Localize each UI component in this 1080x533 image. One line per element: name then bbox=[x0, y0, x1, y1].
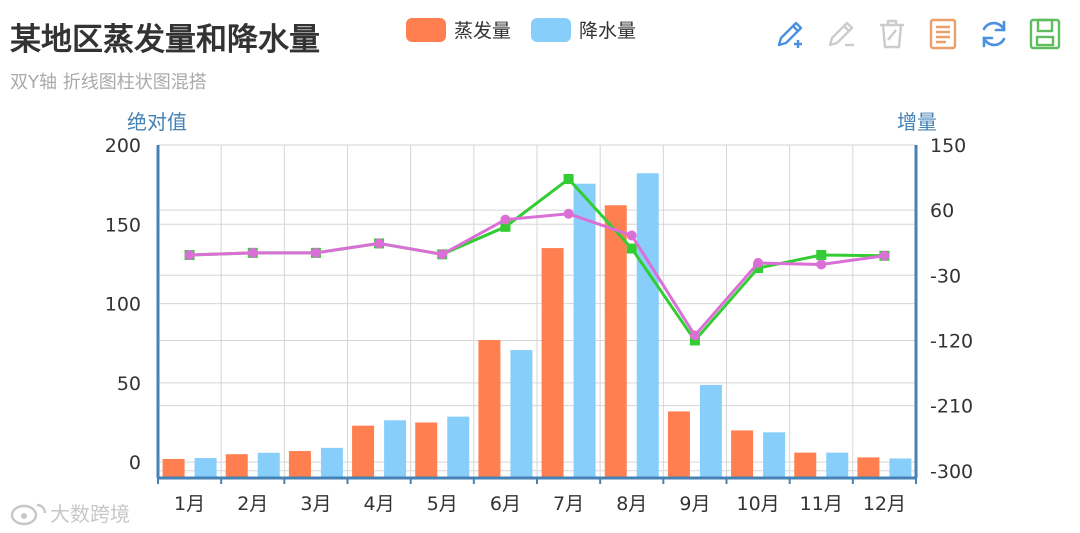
line-point-circle bbox=[689, 330, 700, 341]
line-point-circle bbox=[184, 250, 195, 261]
line-point-circle bbox=[310, 247, 321, 258]
watermark-text: 大数跨境 bbox=[50, 502, 130, 526]
line-point-circle bbox=[626, 230, 637, 241]
bar-precipitation bbox=[194, 458, 217, 478]
legend-label: 蒸发量 bbox=[454, 20, 512, 42]
line-point-square bbox=[689, 335, 700, 346]
line-point-circle bbox=[437, 249, 448, 260]
bar-evaporation bbox=[225, 454, 248, 478]
y-right-tick-label: -30 bbox=[930, 265, 961, 287]
line-point-square bbox=[816, 250, 827, 261]
legend: 蒸发量 降水量 bbox=[406, 16, 656, 43]
line-point-circle bbox=[500, 214, 511, 225]
x-tick-label: 5月 bbox=[427, 493, 458, 515]
bar-evaporation bbox=[857, 457, 880, 478]
x-tick-label: 12月 bbox=[863, 493, 906, 515]
x-tick-label: 6月 bbox=[490, 493, 521, 515]
x-tick-label: 2月 bbox=[237, 493, 268, 515]
line-point-circle bbox=[374, 238, 385, 249]
pencil-plus-icon[interactable] bbox=[770, 14, 810, 54]
legend-item-evaporation[interactable]: 蒸发量 bbox=[406, 16, 511, 43]
bar-precipitation bbox=[636, 173, 659, 478]
watermark: 大数跨境 bbox=[10, 498, 130, 527]
bar-precipitation bbox=[447, 416, 470, 478]
legend-label: 降水量 bbox=[579, 20, 637, 42]
bar-precipitation bbox=[699, 384, 722, 478]
x-tick-label: 8月 bbox=[616, 493, 647, 515]
y-right-tick-label: 60 bbox=[930, 200, 954, 222]
bar-evaporation bbox=[794, 452, 817, 478]
bar-evaporation bbox=[478, 340, 501, 478]
bar-evaporation bbox=[288, 451, 311, 478]
bar-precipitation bbox=[826, 452, 849, 478]
bar-precipitation bbox=[763, 432, 786, 478]
y-right-axis-label: 增量 bbox=[897, 110, 937, 134]
x-tick-label: 9月 bbox=[679, 493, 710, 515]
bar-evaporation bbox=[352, 425, 375, 478]
y-left-tick-label: 150 bbox=[105, 214, 141, 236]
save-icon[interactable] bbox=[1025, 14, 1065, 54]
bar-precipitation bbox=[384, 420, 407, 478]
y-right-tick-label: -300 bbox=[930, 461, 973, 483]
line-point-square bbox=[500, 221, 511, 232]
bar-evaporation bbox=[667, 411, 690, 478]
bar-precipitation bbox=[320, 447, 343, 478]
weibo-logo-icon bbox=[10, 503, 47, 525]
y-left-tick-label: 0 bbox=[129, 452, 141, 474]
bar-precipitation bbox=[889, 458, 912, 478]
line-series-2 bbox=[189, 212, 885, 338]
y-left-tick-label: 50 bbox=[117, 373, 141, 395]
line-point-circle bbox=[753, 257, 764, 268]
line-point-square bbox=[626, 243, 637, 254]
legend-swatch-evaporation bbox=[406, 17, 446, 42]
bar-evaporation bbox=[541, 248, 564, 478]
y-right-tick-label: -120 bbox=[930, 330, 973, 352]
x-tick-label: 10月 bbox=[736, 493, 779, 515]
x-tick-label: 3月 bbox=[300, 493, 331, 515]
x-tick-label: 4月 bbox=[364, 493, 395, 515]
toolbox bbox=[770, 14, 1076, 54]
x-tick-label: 7月 bbox=[553, 493, 584, 515]
line-point-circle bbox=[563, 208, 574, 219]
bar-precipitation bbox=[573, 183, 596, 479]
y-right-tick-label: 150 bbox=[930, 135, 966, 157]
chart-subtitle: 双Y轴 折线图柱状图混搭 bbox=[10, 72, 207, 93]
line-point-circle bbox=[816, 259, 827, 270]
bar-precipitation bbox=[510, 350, 533, 478]
line-point-circle bbox=[247, 247, 258, 258]
legend-swatch-precipitation bbox=[531, 17, 572, 42]
bar-evaporation bbox=[415, 422, 438, 478]
line-point-square bbox=[753, 263, 764, 274]
x-tick-label: 1月 bbox=[174, 493, 205, 515]
document-icon[interactable] bbox=[923, 14, 963, 54]
y-left-axis-label: 绝对值 bbox=[127, 110, 187, 134]
bar-precipitation bbox=[257, 452, 280, 478]
trash-icon[interactable] bbox=[872, 14, 912, 54]
bar-evaporation bbox=[162, 458, 185, 478]
line-point-square bbox=[563, 174, 574, 185]
bar-evaporation bbox=[731, 430, 754, 478]
x-tick-label: 11月 bbox=[800, 493, 843, 515]
y-right-tick-label: -210 bbox=[930, 396, 973, 418]
y-left-tick-label: 100 bbox=[105, 294, 141, 316]
pencil-minus-icon[interactable] bbox=[821, 14, 861, 54]
bar-evaporation bbox=[604, 205, 627, 478]
line-point-circle bbox=[879, 250, 890, 261]
y-left-tick-label: 200 bbox=[105, 135, 141, 157]
chart-title: 某地区蒸发量和降水量 bbox=[10, 22, 320, 58]
refresh-icon[interactable] bbox=[974, 14, 1014, 54]
legend-item-precipitation[interactable]: 降水量 bbox=[531, 16, 636, 43]
